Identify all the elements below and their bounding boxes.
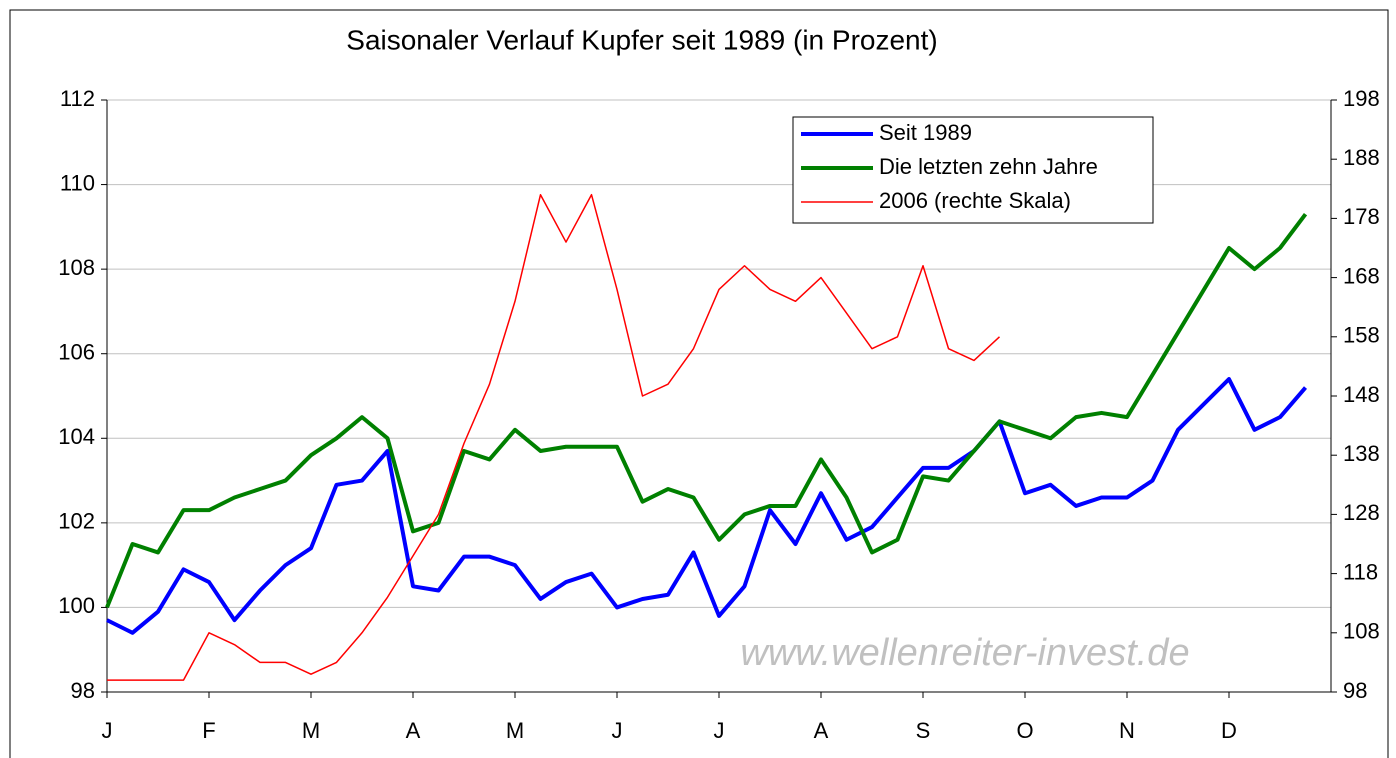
watermark: www.wellenreiter-invest.de <box>740 632 1189 674</box>
legend-label: Seit 1989 <box>879 120 972 145</box>
x-tick-label: S <box>916 718 931 743</box>
line-series <box>105 212 1308 609</box>
y-tick-label: 106 <box>58 340 95 365</box>
chart-border <box>9 9 1389 758</box>
y2-tick-label: 108 <box>1343 619 1380 644</box>
y2-tick-label: 148 <box>1343 382 1380 407</box>
y-tick-label: 100 <box>58 593 95 618</box>
y-tick-label: 104 <box>58 424 95 449</box>
y2-tick-label: 198 <box>1343 86 1380 111</box>
chart-title: Saisonaler Verlauf Kupfer seit 1989 (in … <box>346 24 937 55</box>
y2-tick-label: 158 <box>1343 323 1380 348</box>
y2-tick-label: 188 <box>1343 145 1380 170</box>
x-tick-label: J <box>102 718 113 743</box>
x-tick-label: J <box>612 718 623 743</box>
y-tick-label: 110 <box>60 170 95 195</box>
y2-tick-label: 168 <box>1343 263 1380 288</box>
y-tick-label: 112 <box>60 86 95 111</box>
x-tick-label: A <box>814 718 829 743</box>
x-tick-label: F <box>202 718 215 743</box>
y2-tick-label: 98 <box>1343 678 1367 703</box>
x-tick-label: N <box>1119 718 1135 743</box>
x-tick-label: O <box>1016 718 1033 743</box>
x-tick-label: J <box>714 718 725 743</box>
x-tick-label: A <box>406 718 421 743</box>
y-tick-label: 108 <box>58 255 95 280</box>
legend-label: Die letzten zehn Jahre <box>879 154 1098 179</box>
y-tick-label: 102 <box>58 509 95 534</box>
y2-tick-label: 178 <box>1343 204 1380 229</box>
x-tick-label: M <box>302 718 320 743</box>
x-tick-label: D <box>1221 718 1237 743</box>
line-series <box>107 193 1001 681</box>
x-tick-label: M <box>506 718 524 743</box>
line-series <box>106 377 1308 635</box>
y2-tick-label: 118 <box>1343 559 1378 584</box>
y2-tick-label: 128 <box>1343 500 1380 525</box>
y2-tick-label: 138 <box>1343 441 1380 466</box>
legend-label: 2006 (rechte Skala) <box>879 188 1071 213</box>
y-tick-label: 98 <box>71 678 95 703</box>
